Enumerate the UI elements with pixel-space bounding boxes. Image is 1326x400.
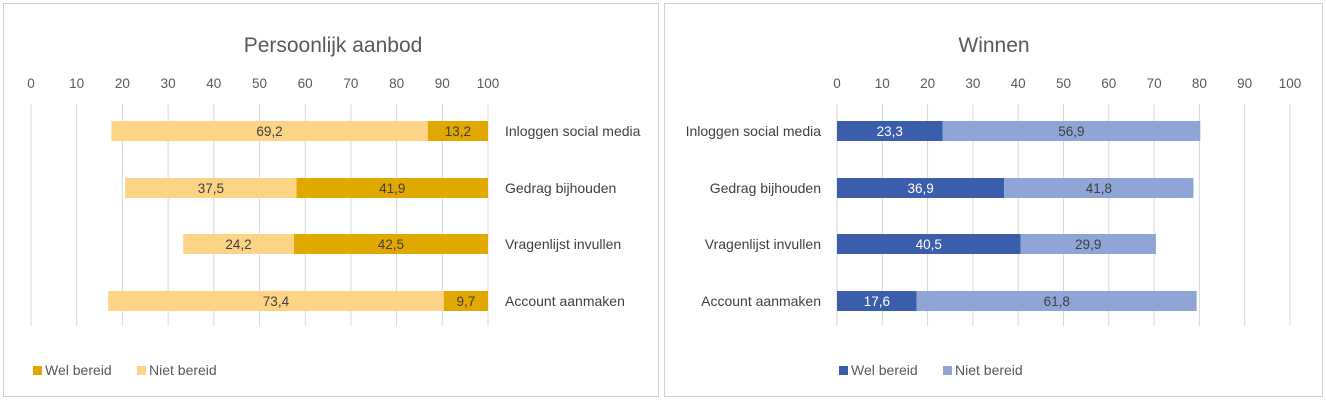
x-tick-label: 20 (115, 76, 130, 91)
data-label: 29,9 (1075, 237, 1101, 252)
data-label: 61,8 (1044, 294, 1070, 309)
chart-title: Winnen (958, 34, 1029, 57)
x-tick-label: 90 (435, 76, 450, 91)
x-tick-label: 30 (965, 76, 980, 91)
data-label: 24,2 (225, 237, 251, 252)
chart-title: Persoonlijk aanbod (244, 34, 423, 57)
category-label: Vragenlijst invullen (705, 236, 821, 252)
bar-niet-bereid (942, 121, 1201, 141)
x-tick-label: 100 (1279, 76, 1302, 91)
chart-winnen: Winnen 0 10 20 30 40 50 60 70 80 90 100 23,3 56,9 Inl… (686, 34, 1302, 378)
data-label: 13,2 (445, 124, 471, 139)
category-label: Account aanmaken (505, 293, 625, 309)
x-tick-label: 20 (920, 76, 935, 91)
bar-wel-bereid (443, 291, 488, 311)
data-label: 41,8 (1086, 181, 1112, 196)
category-label: Account aanmaken (701, 293, 821, 309)
x-tick-label: 60 (298, 76, 313, 91)
bar-wel-bereid (837, 234, 1021, 254)
bar-niet-bereid (1004, 178, 1194, 198)
category-label: Inloggen social media (505, 123, 641, 139)
data-label: 17,6 (864, 294, 890, 309)
x-tick-label: 40 (1011, 76, 1026, 91)
data-label: 69,2 (256, 124, 282, 139)
x-tick-label: 100 (477, 76, 500, 91)
x-tick-label: 70 (343, 76, 358, 91)
legend-swatch (137, 366, 146, 375)
x-tick-label: 90 (1237, 76, 1252, 91)
chart-panel-winnen: Winnen 0 10 20 30 40 50 60 70 80 90 100 23,3 56,9 Inl… (664, 3, 1323, 397)
bar-wel-bereid (296, 178, 488, 198)
data-label: 9,7 (456, 294, 475, 309)
chart-persoonlijk-aanbod: Persoonlijk aanbod 0 10 20 30 40 50 60 70 80 90 10… (27, 34, 641, 378)
bar-wel-bereid (293, 234, 488, 254)
bar-wel-bereid (837, 178, 1005, 198)
x-tick-label: 30 (161, 76, 176, 91)
data-label: 36,9 (907, 181, 933, 196)
bar-niet-bereid (125, 178, 297, 198)
x-tick-label: 50 (252, 76, 267, 91)
x-tick-label: 50 (1056, 76, 1071, 91)
data-label: 40,5 (916, 237, 942, 252)
legend-swatch (943, 366, 952, 375)
x-tick-label: 70 (1147, 76, 1162, 91)
data-label: 37,5 (198, 181, 224, 196)
x-tick-label: 10 (875, 76, 890, 91)
x-tick-label: 80 (1192, 76, 1207, 91)
data-label: 41,9 (379, 181, 405, 196)
x-tick-label: 0 (833, 76, 841, 91)
legend-label: Niet bereid (955, 362, 1023, 378)
category-label: Inloggen social media (686, 123, 822, 139)
x-tick-label: 80 (389, 76, 404, 91)
x-tick-label: 40 (206, 76, 221, 91)
category-label: Gedrag bijhouden (505, 180, 616, 196)
bar-wel-bereid (837, 291, 917, 311)
data-label: 42,5 (378, 237, 404, 252)
data-label: 23,3 (877, 124, 903, 139)
legend-label: Wel bereid (851, 362, 918, 378)
category-label: Gedrag bijhouden (710, 180, 821, 196)
bar-niet-bereid (916, 291, 1197, 311)
bar-wel-bereid (427, 121, 488, 141)
legend-label: Niet bereid (149, 362, 217, 378)
data-label: 73,4 (263, 294, 290, 309)
bar-niet-bereid (108, 291, 444, 311)
bar-wel-bereid (837, 121, 943, 141)
bar-niet-bereid (111, 121, 428, 141)
x-tick-label: 60 (1101, 76, 1116, 91)
bar-niet-bereid (183, 234, 294, 254)
chart-panel-persoonlijk-aanbod: Persoonlijk aanbod 0 10 20 30 40 50 60 70 80 90 10… (3, 3, 659, 397)
x-tick-label: 10 (69, 76, 84, 91)
category-label: Vragenlijst invullen (505, 236, 621, 252)
bar-niet-bereid (1020, 234, 1156, 254)
x-tick-label: 0 (27, 76, 35, 91)
legend-swatch (33, 366, 42, 375)
data-label: 56,9 (1058, 124, 1084, 139)
legend-swatch (839, 366, 848, 375)
legend-label: Wel bereid (45, 362, 112, 378)
